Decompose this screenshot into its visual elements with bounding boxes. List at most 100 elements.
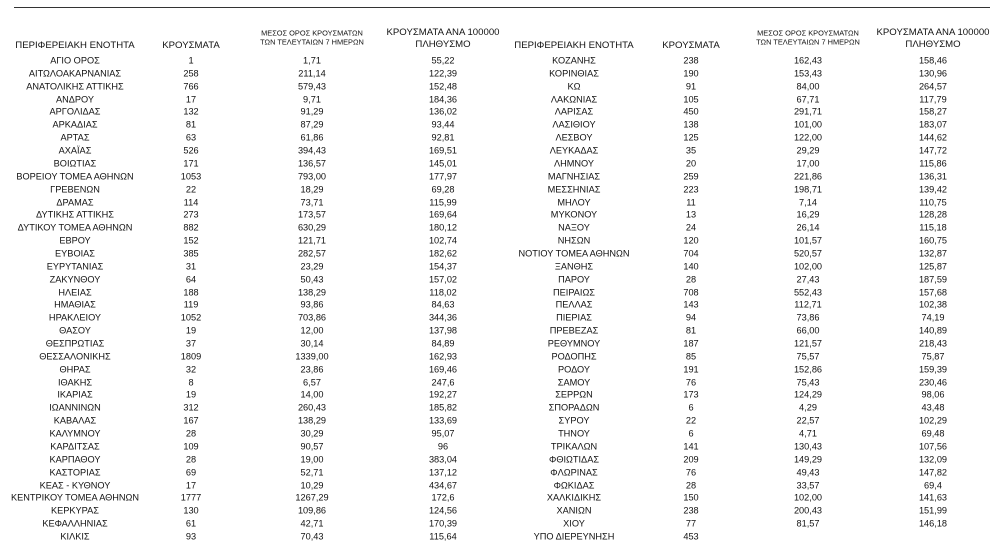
table-cell: 258 (183, 68, 199, 79)
table-cell: 141,63 (918, 492, 948, 503)
table-cell: 187,59 (918, 274, 948, 285)
table-cell: 122,00 (793, 132, 823, 143)
table-cell: 169,64 (428, 209, 458, 220)
table-cell: 81 (685, 325, 697, 336)
column-header: ΚΡΟΥΣΜΑΤΑ (662, 40, 720, 52)
table-cell: 33,57 (796, 479, 820, 490)
table-cell: 22 (185, 184, 197, 195)
region-name: ΚΟΡΙΝΘΙΑΣ (549, 68, 599, 79)
table-cell: 117,79 (919, 93, 947, 104)
table-cell: 150 (683, 492, 699, 503)
table-cell: 191 (683, 364, 699, 375)
table-cell: 4,71 (799, 428, 817, 439)
table-cell: 450 (683, 106, 699, 117)
region-name: ΤΡΙΚΑΛΩΝ (550, 441, 598, 452)
table-cell: 87,29 (300, 119, 324, 130)
table-cell: 19 (185, 389, 197, 400)
table-cell: 76 (685, 377, 697, 388)
table-cell: 61 (185, 518, 197, 529)
region-name: ΕΥΒΟΙΑΣ (55, 248, 95, 259)
table-cell: 118,02 (429, 286, 457, 297)
table-cell: 49,43 (796, 467, 820, 478)
table-cell: 10,29 (300, 479, 324, 490)
table-cell: 579,43 (297, 81, 327, 92)
table-cell: 23,86 (300, 364, 324, 375)
table-cell: 141 (683, 441, 699, 452)
table-cell: 211,14 (298, 68, 326, 79)
table-cell: 146,18 (918, 518, 948, 529)
region-name: ΣΑΜΟΥ (557, 377, 591, 388)
table-cell: 17 (185, 479, 197, 490)
table-cell: 157,68 (918, 286, 948, 297)
region-name: ΑΡΚΑΔΙΑΣ (52, 119, 98, 130)
table-cell: 221,86 (793, 171, 823, 182)
table-cell: 92,81 (431, 132, 455, 143)
table-cell: 152,86 (793, 364, 823, 375)
table-cell: 102,29 (918, 415, 948, 426)
column-header: ΜΕΣΟΣ ΟΡΟΣ ΚΡΟΥΣΜΑΤΩΝ (261, 28, 363, 38)
table-cell: 69 (185, 467, 197, 478)
table-cell: 73,86 (796, 312, 820, 323)
region-name: ΠΙΕΡΙΑΣ (556, 312, 592, 323)
table-cell: 29,29 (796, 145, 820, 156)
region-name: ΦΛΩΡΙΝΑΣ (550, 467, 598, 478)
table-cell: 139,42 (918, 184, 948, 195)
region-name: ΒΟΙΩΤΙΑΣ (53, 158, 97, 169)
region-name: ΝΗΣΩΝ (557, 235, 591, 246)
table-cell: 93 (185, 531, 197, 542)
table-cell: 112,71 (794, 299, 822, 310)
table-cell: 385 (183, 248, 199, 259)
table-cell: 11 (686, 196, 696, 207)
region-name: ΣΠΟΡΑΔΩΝ (548, 402, 600, 413)
table-cell: 1,71 (303, 55, 321, 66)
table-cell: 218,43 (918, 338, 948, 349)
table-cell: 109 (183, 441, 199, 452)
column-header: ΠΕΡΙΦΕΡΕΙΑΚΗ ΕΝΟΤΗΤΑ (514, 40, 634, 52)
table-cell: 136,57 (297, 158, 327, 169)
region-name: ΜΑΓΝΗΣΙΑΣ (547, 171, 601, 182)
table-cell: 132,09 (918, 454, 948, 465)
table-cell: 453 (683, 531, 699, 542)
table-cell: 85 (685, 351, 697, 362)
table-cell: 708 (683, 286, 699, 297)
table-cell: 30,14 (300, 338, 324, 349)
table-cell: 28 (685, 274, 697, 285)
table-cell: 102,00 (793, 261, 823, 272)
region-name: ΥΠΟ ΔΙΕΡΕΥΝΗΣΗ (533, 531, 615, 542)
table-cell: 152,48 (428, 81, 458, 92)
table-cell: 8 (188, 377, 194, 388)
region-name: ΚΟΖΑΝΗΣ (552, 55, 596, 66)
table-cell: 169,46 (428, 364, 458, 375)
region-name: ΧΑΛΚΙΔΙΚΗΣ (546, 492, 602, 503)
table-cell: 101,00 (793, 119, 823, 130)
table-cell: 223 (683, 184, 699, 195)
table-cell: 140,89 (918, 325, 948, 336)
table-cell: 312 (183, 402, 199, 413)
table-cell: 526 (183, 145, 199, 156)
region-name: ΛΕΣΒΟΥ (555, 132, 593, 143)
table-cell: 291,71 (793, 106, 823, 117)
table-cell: 130,96 (918, 68, 948, 79)
table-cell: 75,57 (796, 351, 820, 362)
table-cell: 1777 (180, 492, 202, 503)
table-cell: 109,86 (297, 505, 327, 516)
region-name: ΚΕΦΑΛΛΗΝΙΑΣ (42, 518, 108, 529)
table-cell: 162,93 (428, 351, 458, 362)
table-cell: 154,37 (428, 261, 458, 272)
column-header: ΤΩΝ ΤΕΛΕΥΤΑΙΩΝ 7 ΗΜΕΡΩΝ (756, 37, 860, 47)
region-name: ΛΕΥΚΑΔΑΣ (549, 145, 599, 156)
region-name: ΠΕΙΡΑΙΩΣ (553, 286, 595, 297)
region-name: ΚΑΛΥΜΝΟΥ (49, 428, 101, 439)
region-name: ΣΥΡΟΥ (558, 415, 590, 426)
table-cell: 75,87 (921, 351, 945, 362)
table-cell: 136,31 (918, 171, 948, 182)
table-cell: 162,43 (793, 55, 823, 66)
table-cell: 192,27 (428, 389, 458, 400)
table-cell: 28 (185, 428, 197, 439)
table-cell: 77 (685, 518, 697, 529)
table-cell: 125 (683, 132, 699, 143)
region-name: ΦΘΙΩΤΙΔΑΣ (548, 454, 600, 465)
region-name: ΔΥΤΙΚΗΣ ΑΤΤΙΚΗΣ (36, 209, 114, 220)
region-name: ΝΑΞΟΥ (558, 222, 590, 233)
